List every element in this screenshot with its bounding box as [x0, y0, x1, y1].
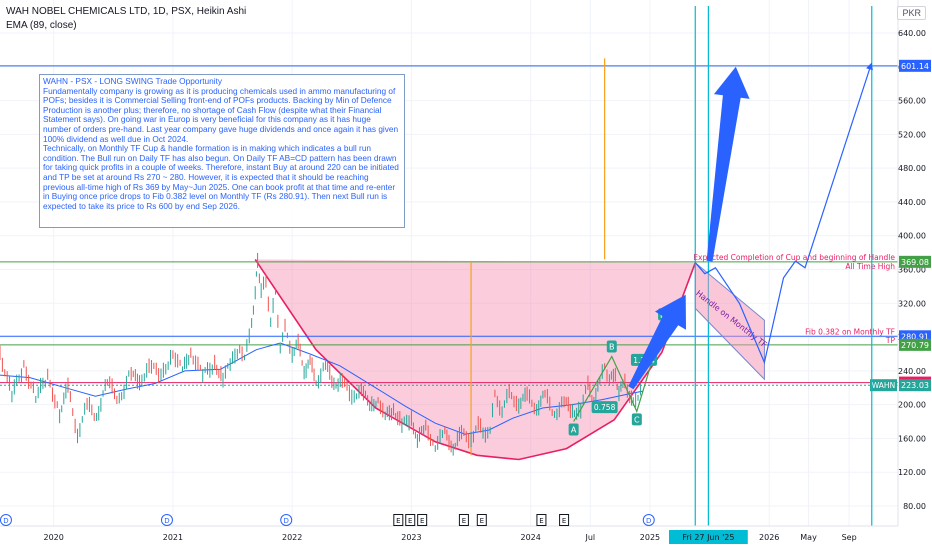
earnings-marker — [559, 514, 570, 526]
dividend-marker — [160, 514, 173, 526]
handle-box — [694, 261, 765, 381]
time-tick: Sep — [842, 533, 857, 542]
abcd-point-box — [606, 340, 617, 353]
marker-label: D — [646, 517, 651, 525]
ratio-box — [591, 401, 618, 414]
time-highlight-box — [668, 530, 748, 544]
ema-line — [0, 342, 643, 435]
earnings-marker — [393, 514, 404, 526]
projection-path — [694, 62, 873, 365]
projection-line — [694, 62, 873, 365]
time-tick: 2025 — [640, 533, 660, 542]
time-axis-bg — [0, 526, 932, 550]
price-tag — [899, 255, 931, 268]
price-tick: 520.00 — [898, 130, 926, 139]
abcd-line — [573, 324, 664, 422]
currency-badge[interactable]: PKR — [897, 6, 926, 20]
abcd-point-box — [631, 413, 642, 426]
price-tick: 360.00 — [898, 266, 926, 275]
time-tick: 2021 — [163, 533, 183, 542]
level-text: Expected Completion of Cup and beginning… — [693, 253, 895, 262]
note-paragraph-1: Fundamentally company is growing as it i… — [43, 85, 399, 144]
time-highlight-label: Fri 27 Jun '25 — [682, 533, 734, 542]
marker-label: E — [539, 517, 543, 525]
price-label: 223.03 — [901, 381, 929, 390]
price-tag — [899, 59, 931, 72]
time-tick: 2020 — [43, 533, 63, 542]
marker-label: E — [408, 517, 412, 525]
projection-arrow — [706, 66, 750, 262]
note-heading: WAHN - PSX - LONG SWING Trade Opportunit… — [43, 76, 223, 86]
projection-arrow — [628, 294, 686, 390]
dividend-marker — [0, 514, 12, 526]
time-tick: 2023 — [401, 533, 421, 542]
indicator-legend[interactable]: EMA (89, close) — [6, 20, 77, 31]
level-text: TP — [885, 336, 896, 345]
marker-label: D — [164, 517, 169, 525]
marker-label: D — [284, 517, 289, 525]
ticker-tag — [870, 379, 897, 392]
marker-label: E — [562, 517, 566, 525]
ema-path — [0, 342, 643, 435]
price-tick: 120.00 — [898, 468, 926, 477]
symbol-title[interactable]: WAH NOBEL CHEMICALS LTD, 1D, PSX, Heikin… — [6, 6, 247, 17]
price-tag — [899, 379, 931, 392]
analysis-note[interactable]: WAHN - PSX - LONG SWING Trade Opportunit… — [39, 74, 405, 228]
price-tick: 440.00 — [898, 198, 926, 207]
time-tick: 2022 — [282, 533, 302, 542]
price-line — [0, 252, 641, 456]
earnings-marker — [458, 514, 469, 526]
marker-label: E — [420, 517, 424, 525]
earnings-marker — [417, 514, 428, 526]
price-tick: 640.00 — [898, 29, 926, 38]
price-tick: 480.00 — [898, 164, 926, 173]
earnings-marker — [536, 514, 547, 526]
ticker-label: WAHN — [872, 381, 895, 390]
price-tick: 80.00 — [903, 502, 926, 511]
vertical-lines — [470, 5, 873, 526]
level-text: All Time High — [845, 262, 895, 271]
level-text: Fib 0.382 on Monthly TF — [805, 327, 895, 336]
earnings-marker — [476, 514, 487, 526]
price-tick: 320.00 — [898, 299, 926, 308]
abcd-point-label: C — [634, 415, 640, 424]
price-tick: 560.00 — [898, 97, 926, 106]
cup-curve — [254, 258, 697, 461]
price-label: 601.14 — [901, 62, 929, 71]
note-paragraph-2: Technically, on Monthly TF Cup & handle … — [43, 143, 399, 211]
marker-label: D — [3, 517, 8, 525]
time-tick: 2026 — [759, 533, 779, 542]
cup-shape — [254, 258, 697, 461]
price-label: 270.79 — [901, 341, 929, 350]
price-label: 369.08 — [901, 258, 929, 267]
marker-label: E — [480, 517, 484, 525]
price-axis-bg — [898, 0, 932, 550]
price-tick: 160.00 — [898, 434, 926, 443]
time-tick: May — [800, 533, 817, 542]
price-tick: 240.00 — [898, 367, 926, 376]
price-tick: 200.00 — [898, 401, 926, 410]
abcd-point-label: B — [609, 342, 615, 351]
cup-fill — [255, 259, 696, 460]
abcd-point-label: A — [571, 426, 577, 435]
marker-label: E — [396, 517, 400, 525]
time-tick: Jul — [584, 533, 595, 542]
price-tag — [899, 338, 931, 351]
price-label: 280.91 — [901, 332, 929, 341]
abcd-point-box — [568, 423, 579, 436]
marker-label: E — [462, 517, 466, 525]
dividend-marker — [280, 514, 293, 526]
projection-arrows — [628, 66, 750, 390]
ratio-label: 0.758 — [594, 403, 616, 412]
earnings-marker — [405, 514, 416, 526]
handle-channel: Handle on Monthly TF — [694, 261, 769, 381]
price-tick: 400.00 — [898, 232, 926, 241]
dividend-marker — [642, 514, 655, 526]
time-tick: 2024 — [521, 533, 541, 542]
